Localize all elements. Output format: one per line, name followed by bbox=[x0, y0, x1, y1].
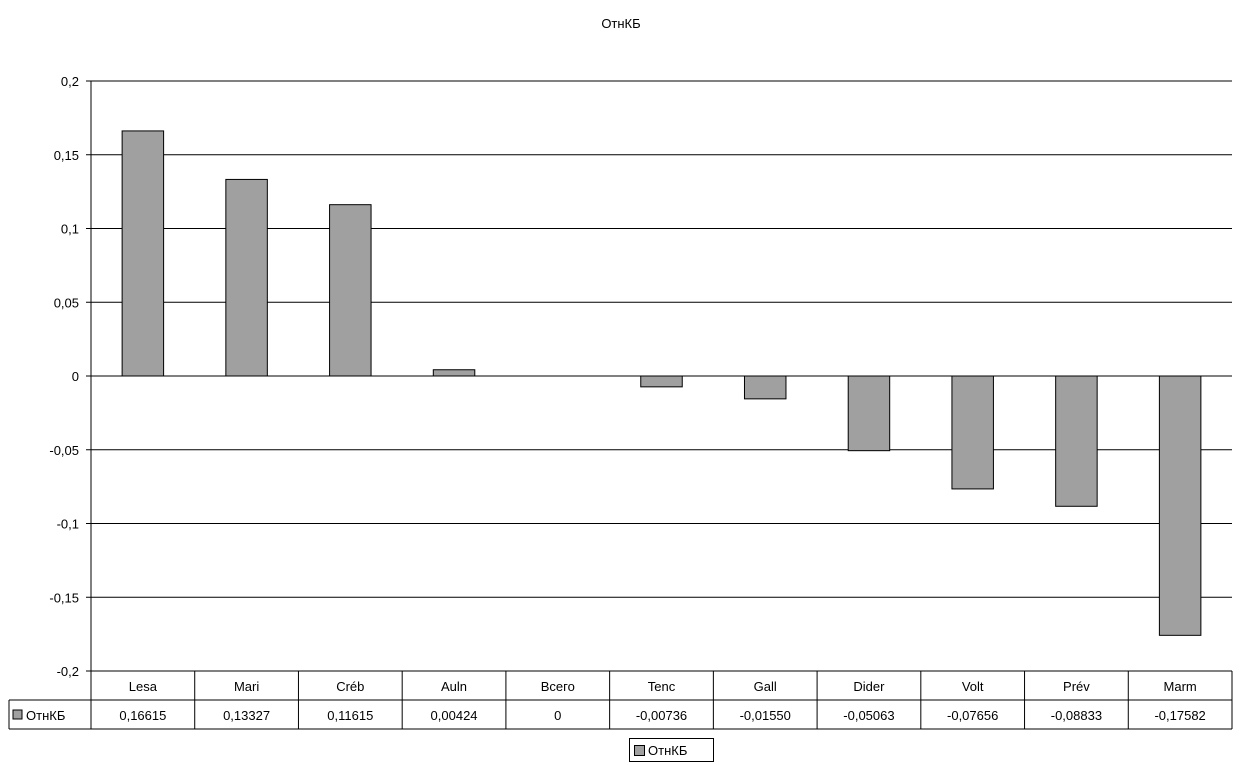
legend-label: ОтнКБ bbox=[648, 742, 688, 758]
legend-swatch bbox=[634, 744, 645, 756]
category-label: Gall bbox=[754, 679, 777, 694]
data-value-label: -0,07656 bbox=[947, 708, 998, 723]
data-value-label: 0,16615 bbox=[119, 708, 166, 723]
category-label: Prév bbox=[1063, 679, 1090, 694]
category-label: Volt bbox=[962, 679, 984, 694]
data-value-label: -0,05063 bbox=[843, 708, 894, 723]
data-value-label: -0,01550 bbox=[740, 708, 791, 723]
bar bbox=[847, 375, 891, 452]
data-table: Lesa 0,16615 Mari 0,13327 Créb 0,11615 Auln 0,0… bbox=[8, 670, 1233, 730]
y-tick-label: -0,1 bbox=[57, 517, 79, 532]
bar bbox=[1055, 375, 1098, 507]
y-tick-label: 0 bbox=[72, 369, 79, 384]
data-value-label: -0,17582 bbox=[1154, 708, 1205, 723]
category-label: Tenc bbox=[648, 679, 676, 694]
category-label: Dider bbox=[853, 679, 885, 694]
table-series-swatch bbox=[12, 709, 23, 720]
data-value-label: 0 bbox=[554, 708, 561, 723]
legend: ОтнКБ bbox=[629, 738, 714, 762]
y-tick-label: 0,2 bbox=[61, 74, 79, 89]
data-value-label: 0,11615 bbox=[327, 708, 373, 723]
y-axis-ticks: 0,2 0,15 0,1 0,05 0 -0,05 -0,1 -0,15 -0,2 bbox=[49, 74, 91, 679]
table-series-label: ОтнКБ bbox=[26, 708, 65, 723]
bar bbox=[640, 375, 683, 388]
y-tick-label: 0,15 bbox=[54, 148, 79, 163]
category-label: Auln bbox=[441, 679, 467, 694]
bar bbox=[432, 369, 476, 377]
y-tick-label: -0,15 bbox=[49, 590, 79, 605]
data-value-label: 0,00424 bbox=[431, 708, 478, 723]
category-label: Marm bbox=[1164, 679, 1197, 694]
category-label: Lesa bbox=[129, 679, 158, 694]
category-label: Всего bbox=[541, 679, 575, 694]
y-tick-label: -0,05 bbox=[49, 443, 79, 458]
y-tick-label: 0,05 bbox=[54, 295, 79, 310]
bar bbox=[743, 375, 787, 400]
y-tick-label: -0,2 bbox=[57, 664, 79, 679]
category-label: Mari bbox=[234, 679, 259, 694]
bar bbox=[1158, 375, 1202, 636]
bars bbox=[121, 130, 1202, 636]
y-tick-label: 0,1 bbox=[61, 222, 79, 237]
bar bbox=[121, 130, 165, 377]
data-value-label: 0,13327 bbox=[223, 708, 270, 723]
bar bbox=[951, 375, 994, 490]
data-value-label: -0,08833 bbox=[1051, 708, 1102, 723]
bar bbox=[225, 178, 268, 377]
category-label: Créb bbox=[336, 679, 364, 694]
data-value-label: -0,00736 bbox=[636, 708, 687, 723]
chart-title: ОтнКБ bbox=[601, 16, 641, 31]
bar bbox=[329, 204, 372, 377]
